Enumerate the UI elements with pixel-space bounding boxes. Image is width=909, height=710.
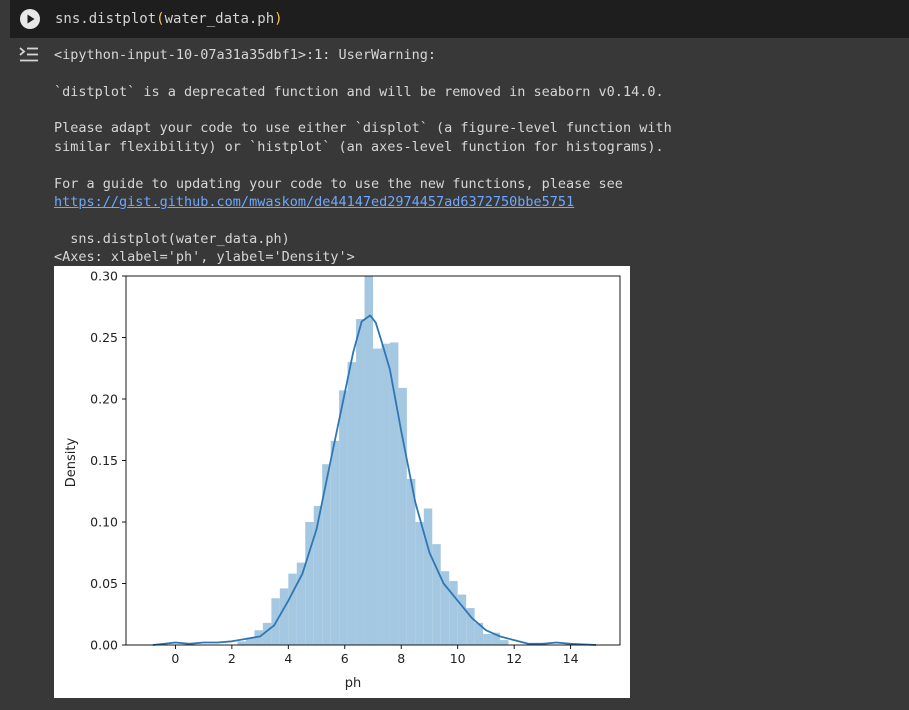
x-tick-label: 4 xyxy=(284,651,292,666)
histogram-bar xyxy=(364,276,373,645)
y-axis-label: Density xyxy=(64,437,79,487)
warning-deprecation: `distplot` is a deprecated function and … xyxy=(54,84,664,100)
output-collapse-button[interactable] xyxy=(18,45,40,65)
y-tick-label: 0.30 xyxy=(90,269,118,284)
output-collapse-icon xyxy=(19,47,38,62)
histogram-bar xyxy=(389,342,399,645)
histogram-bar xyxy=(296,562,306,645)
y-tick-label: 0.15 xyxy=(90,453,118,468)
histogram-bar xyxy=(254,630,263,645)
histogram-bar xyxy=(483,633,492,645)
trace-line: sns.distplot(water_data.ph) xyxy=(54,231,290,247)
code-line[interactable]: sns.distplot(water_data.ph) xyxy=(55,10,283,28)
run-cell-button[interactable] xyxy=(20,9,40,29)
histogram-bar xyxy=(330,440,340,645)
code-cell[interactable]: sns.distplot(water_data.ph) xyxy=(10,0,909,38)
histogram-bar xyxy=(449,581,458,645)
histogram-bar xyxy=(262,622,272,645)
histogram-bar xyxy=(322,464,331,645)
distplot-figure: 0 2 4 6 8 10 12 14 0.00 0.05 0.10 0.15 0.20 0.25 0.30 p… xyxy=(54,266,630,698)
warning-adapt-line-1: Please adapt your code to use either `di… xyxy=(54,120,672,136)
histogram-bar xyxy=(415,522,424,645)
histogram-bar xyxy=(245,637,255,645)
histogram-bar xyxy=(491,632,501,645)
axes-repr: <Axes: xlabel='ph', ylabel='Density'> xyxy=(54,249,355,265)
histogram-bar xyxy=(279,588,289,645)
code-function: sns.distplot xyxy=(55,11,157,27)
histogram-bar xyxy=(432,544,441,645)
warning-guide: For a guide to updating your code to use… xyxy=(54,176,623,192)
code-argument: water_data.ph xyxy=(164,11,275,27)
warning-header: <ipython-input-10-07a31a35dbf1>:1: UserW… xyxy=(54,47,437,63)
x-tick-label: 14 xyxy=(563,651,579,666)
histogram-bar xyxy=(305,522,314,645)
histogram-bar xyxy=(347,362,357,645)
histogram-bar xyxy=(457,594,467,645)
x-tick-label: 6 xyxy=(341,651,349,666)
histogram-bar xyxy=(466,608,475,645)
y-tick-label: 0.00 xyxy=(90,638,118,653)
x-tick-label: 12 xyxy=(506,651,522,666)
x-tick-label: 10 xyxy=(450,651,466,666)
histogram-bar xyxy=(339,390,348,645)
histogram-bar xyxy=(313,506,323,645)
x-tick-label: 8 xyxy=(397,651,405,666)
play-icon xyxy=(27,14,35,24)
y-tick-label: 0.10 xyxy=(90,515,118,530)
y-tick-label: 0.20 xyxy=(90,392,118,407)
histogram-bar xyxy=(423,508,433,645)
histogram-bar xyxy=(398,387,407,645)
gist-link[interactable]: https://gist.github.com/mwaskom/de44147e… xyxy=(54,194,575,210)
x-tick-label: 0 xyxy=(171,651,179,666)
x-tick-label: 2 xyxy=(228,651,236,666)
histogram-bar xyxy=(440,571,450,645)
histogram-bar xyxy=(474,622,484,645)
y-tick-label: 0.25 xyxy=(90,330,118,345)
histogram-bar xyxy=(373,348,382,645)
warning-adapt-line-2: similar flexibility) or `histplot` (an a… xyxy=(54,139,664,155)
histogram-bar xyxy=(500,640,509,645)
kde-line xyxy=(152,314,597,646)
x-axis-label: ph xyxy=(345,676,362,691)
histogram-bar xyxy=(356,319,365,645)
code-paren-open: ( xyxy=(156,11,165,27)
histogram-bar xyxy=(406,478,416,645)
histogram-bar xyxy=(381,343,390,645)
distplot-chart: 0 2 4 6 8 10 12 14 0.00 0.05 0.10 0.15 0.20 0.25 0.30 p… xyxy=(64,269,621,691)
histogram-bar xyxy=(288,573,297,645)
code-paren-close: ) xyxy=(274,11,283,27)
y-tick-label: 0.05 xyxy=(90,576,118,591)
histogram-bar xyxy=(237,641,246,645)
